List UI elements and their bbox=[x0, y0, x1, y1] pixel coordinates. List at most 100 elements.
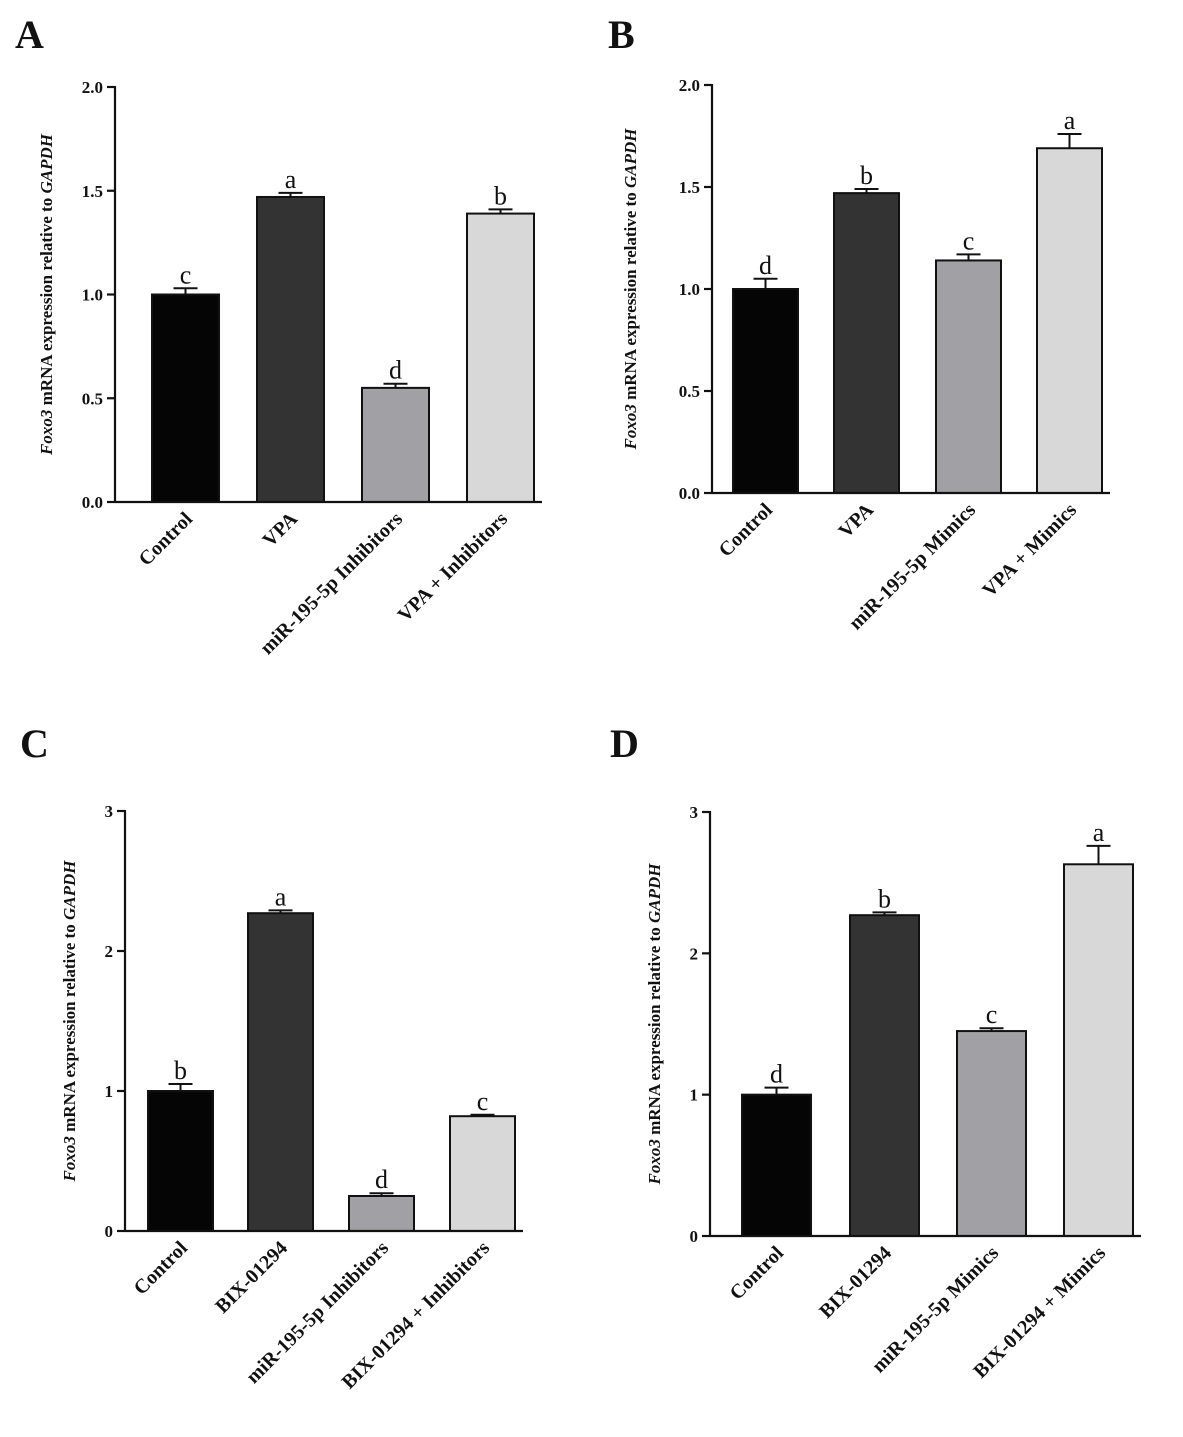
significance-label: c bbox=[180, 260, 192, 289]
category-label: VPA bbox=[834, 499, 878, 543]
category-label: Control bbox=[726, 1242, 789, 1305]
category-label: Control bbox=[715, 499, 778, 562]
significance-label: c bbox=[986, 1000, 998, 1029]
y-axis-label-text: mRNA expression relative to bbox=[645, 923, 664, 1139]
y-tick-label: 0 bbox=[105, 1222, 114, 1241]
y-axis-label: Foxo3 mRNA expression relative to GAPDH bbox=[621, 128, 640, 451]
error-bar bbox=[173, 287, 198, 295]
y-tick-label: 3 bbox=[105, 802, 114, 821]
y-axis-label: Foxo3 mRNA expression relative to GAPDH bbox=[37, 133, 56, 456]
y-axis-label: Foxo3 mRNA expression relative to GAPDH bbox=[60, 860, 79, 1183]
y-tick-label: 1 bbox=[690, 1086, 699, 1105]
error-bar bbox=[470, 1113, 495, 1117]
y-tick-label: 0.0 bbox=[82, 493, 103, 512]
significance-label: a bbox=[275, 882, 287, 911]
significance-label: b bbox=[860, 161, 873, 190]
y-axis-label-gene: Foxo3 bbox=[60, 1136, 79, 1183]
significance-label: b bbox=[174, 1056, 187, 1085]
bar bbox=[732, 288, 799, 494]
significance-label: c bbox=[963, 226, 975, 255]
error-bar bbox=[854, 188, 879, 194]
bar bbox=[1036, 147, 1103, 495]
y-tick-label: 1.5 bbox=[679, 178, 700, 197]
bar bbox=[956, 1030, 1027, 1237]
panel-letter: A bbox=[15, 12, 44, 57]
panel-letter: D bbox=[610, 721, 639, 766]
error-bar bbox=[268, 909, 293, 914]
y-axis-label-text: mRNA expression relative to bbox=[37, 194, 56, 410]
significance-label: a bbox=[1093, 818, 1105, 847]
significance-label: a bbox=[285, 165, 297, 194]
category-label: Control bbox=[135, 508, 198, 571]
bar bbox=[935, 259, 1002, 494]
significance-label: d bbox=[759, 251, 772, 280]
y-tick-label: 1.5 bbox=[82, 182, 103, 201]
panel-letter: B bbox=[608, 12, 635, 57]
error-bar bbox=[369, 1192, 394, 1196]
bar bbox=[833, 192, 900, 494]
y-axis-label-gene: Foxo3 bbox=[645, 1139, 664, 1186]
bar bbox=[348, 1195, 415, 1232]
y-tick-label: 0.5 bbox=[679, 382, 700, 401]
category-label: VPA + Mimics bbox=[978, 499, 1081, 602]
error-bar bbox=[979, 1027, 1004, 1032]
bar bbox=[849, 914, 920, 1237]
significance-label: d bbox=[770, 1060, 783, 1089]
bar bbox=[1063, 863, 1134, 1237]
bar bbox=[247, 912, 314, 1232]
y-tick-label: 1.0 bbox=[82, 286, 103, 305]
bar bbox=[151, 293, 220, 503]
bar bbox=[449, 1115, 516, 1232]
error-bar bbox=[383, 382, 408, 388]
y-tick-label: 1.0 bbox=[679, 280, 700, 299]
bar bbox=[466, 212, 535, 503]
category-label: Control bbox=[130, 1237, 193, 1300]
error-bar bbox=[488, 208, 513, 214]
y-tick-label: 2.0 bbox=[82, 78, 103, 97]
significance-label: b bbox=[878, 884, 891, 913]
bar bbox=[256, 195, 325, 503]
error-bar bbox=[764, 1086, 789, 1095]
y-axis-label: Foxo3 mRNA expression relative to GAPDH bbox=[645, 863, 664, 1186]
error-bar bbox=[1057, 132, 1082, 149]
significance-label: c bbox=[477, 1087, 489, 1116]
y-tick-label: 1 bbox=[105, 1082, 114, 1101]
y-axis-label-text: mRNA expression relative to bbox=[60, 920, 79, 1136]
category-label: BIX-01294 bbox=[211, 1237, 292, 1318]
category-label: VPA + Inhibitors bbox=[394, 508, 513, 627]
significance-label: d bbox=[375, 1165, 388, 1194]
error-bar bbox=[956, 253, 981, 261]
y-tick-label: 2 bbox=[690, 944, 699, 963]
y-axis-label-ref: GAPDH bbox=[37, 133, 56, 193]
y-axis-label-ref: GAPDH bbox=[60, 860, 79, 920]
error-bar bbox=[278, 191, 303, 197]
y-tick-label: 2 bbox=[105, 942, 114, 961]
y-axis-label-text: mRNA expression relative to bbox=[621, 188, 640, 404]
y-tick-label: 2.0 bbox=[679, 76, 700, 95]
y-axis-label-gene: Foxo3 bbox=[37, 409, 56, 456]
significance-label: b bbox=[494, 181, 507, 210]
y-tick-label: 0 bbox=[690, 1227, 699, 1246]
error-bar bbox=[753, 277, 778, 289]
y-axis-label-ref: GAPDH bbox=[645, 863, 664, 923]
bar bbox=[361, 386, 430, 503]
category-label: BIX-01294 bbox=[815, 1242, 896, 1323]
y-tick-label: 0.5 bbox=[82, 389, 103, 408]
error-bar bbox=[872, 911, 897, 916]
significance-label: a bbox=[1064, 106, 1076, 135]
y-tick-label: 3 bbox=[690, 803, 699, 822]
bar bbox=[741, 1093, 812, 1237]
error-bar bbox=[1086, 844, 1111, 865]
category-label: VPA bbox=[258, 508, 302, 552]
y-axis-label-ref: GAPDH bbox=[621, 128, 640, 188]
error-bar bbox=[168, 1083, 193, 1091]
y-tick-label: 0.0 bbox=[679, 484, 700, 503]
panel-letter: C bbox=[20, 721, 49, 766]
bar bbox=[147, 1090, 214, 1232]
y-axis-label-gene: Foxo3 bbox=[621, 404, 640, 451]
